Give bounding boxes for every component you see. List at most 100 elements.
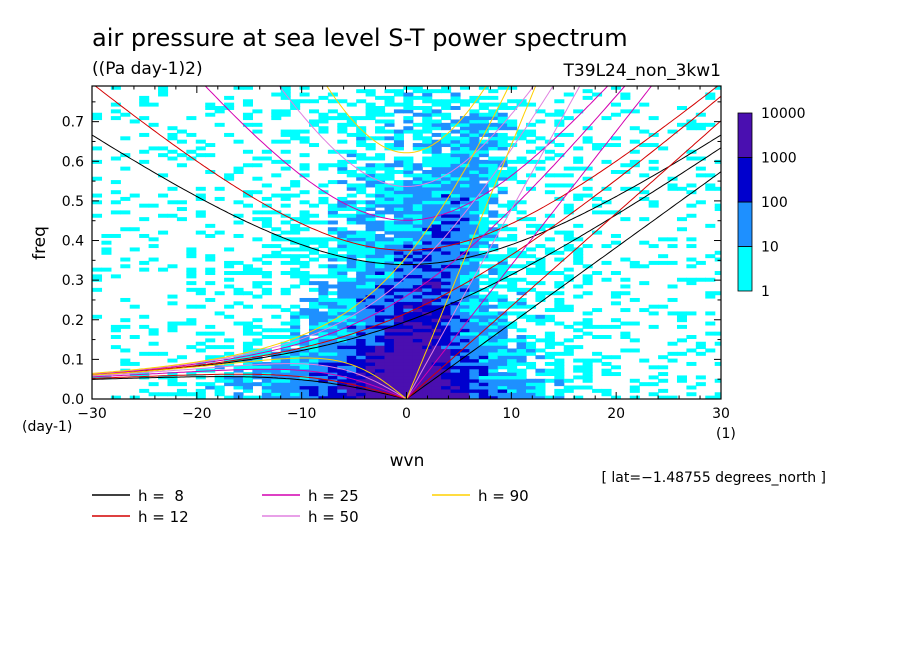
heatmap-cell bbox=[450, 378, 461, 383]
heatmap-cell bbox=[441, 86, 452, 90]
heatmap-cell bbox=[327, 308, 338, 313]
heatmap-cell bbox=[205, 143, 216, 148]
heatmap-cell bbox=[384, 271, 395, 275]
heatmap-cell bbox=[469, 132, 480, 137]
heatmap-cell bbox=[393, 146, 404, 151]
heatmap-cell bbox=[497, 375, 508, 380]
heatmap-cell bbox=[337, 291, 348, 296]
heatmap-cell bbox=[393, 132, 404, 137]
heatmap-cell bbox=[459, 382, 470, 387]
heatmap-cell bbox=[667, 237, 678, 242]
heatmap-cell bbox=[478, 254, 489, 259]
heatmap-cell bbox=[290, 217, 301, 222]
heatmap-cell bbox=[431, 122, 442, 127]
heatmap-cell bbox=[242, 163, 253, 168]
heatmap-cell bbox=[554, 230, 565, 235]
heatmap-cell bbox=[412, 308, 423, 313]
heatmap-cell bbox=[280, 348, 291, 353]
heatmap-cell bbox=[507, 351, 518, 356]
heatmap-cell bbox=[412, 395, 423, 399]
heatmap-cell bbox=[393, 375, 404, 380]
spectrum-heatmap bbox=[92, 86, 721, 399]
heatmap-cell bbox=[167, 136, 178, 141]
heatmap-cell bbox=[271, 351, 282, 356]
heatmap-cell bbox=[337, 207, 348, 212]
heatmap-cell bbox=[346, 314, 357, 319]
heatmap-cell bbox=[375, 233, 386, 238]
heatmap-cell bbox=[280, 112, 291, 117]
heatmap-cell bbox=[563, 378, 574, 383]
heatmap-cell bbox=[516, 159, 527, 164]
heatmap-cell bbox=[280, 95, 291, 100]
heatmap-cell bbox=[488, 372, 499, 377]
heatmap-cell bbox=[375, 237, 386, 242]
heatmap-cell bbox=[507, 365, 518, 370]
heatmap-cell bbox=[224, 382, 235, 387]
heatmap-cell bbox=[459, 196, 470, 201]
heatmap-cell bbox=[497, 102, 508, 107]
heatmap-cell bbox=[393, 129, 404, 134]
heatmap-cell bbox=[356, 176, 367, 181]
heatmap-cell bbox=[601, 392, 612, 397]
heatmap-cell bbox=[375, 257, 386, 262]
heatmap-cell bbox=[431, 186, 442, 191]
heatmap-cell bbox=[601, 200, 612, 205]
heatmap-cell bbox=[375, 106, 386, 110]
heatmap-cell bbox=[129, 304, 140, 309]
heatmap-cell bbox=[441, 217, 452, 222]
heatmap-cell bbox=[431, 297, 442, 302]
heatmap-cell bbox=[393, 287, 404, 292]
heatmap-cell bbox=[252, 210, 263, 215]
heatmap-cell bbox=[271, 237, 282, 242]
heatmap-cell bbox=[233, 213, 244, 218]
heatmap-cell bbox=[280, 271, 291, 275]
heatmap-cell bbox=[384, 378, 395, 383]
heatmap-cell bbox=[224, 95, 235, 100]
heatmap-cell bbox=[261, 372, 272, 377]
heatmap-cell bbox=[516, 156, 527, 161]
heatmap-cell bbox=[573, 345, 584, 350]
heatmap-cell bbox=[242, 203, 253, 208]
heatmap-cell bbox=[507, 86, 518, 90]
heatmap-cell bbox=[403, 294, 414, 299]
heatmap-cell bbox=[299, 213, 310, 218]
heatmap-cell bbox=[431, 230, 442, 235]
heatmap-cell bbox=[526, 159, 537, 164]
heatmap-cell bbox=[441, 136, 452, 141]
heatmap-cell bbox=[365, 146, 376, 151]
heatmap-cell bbox=[242, 375, 253, 380]
heatmap-cell bbox=[290, 392, 301, 397]
heatmap-cell bbox=[705, 183, 716, 188]
heatmap-cell bbox=[544, 355, 555, 360]
heatmap-cell bbox=[365, 382, 376, 387]
heatmap-cell bbox=[667, 129, 678, 134]
heatmap-cell bbox=[441, 291, 452, 296]
heatmap-cell bbox=[327, 99, 338, 104]
heatmap-cell bbox=[337, 395, 348, 399]
heatmap-cell bbox=[346, 200, 357, 205]
heatmap-cell bbox=[563, 348, 574, 353]
heatmap-cell bbox=[356, 348, 367, 353]
heatmap-cell bbox=[176, 129, 187, 134]
heatmap-cell bbox=[412, 233, 423, 238]
kelvin-curve-h8 bbox=[406, 171, 721, 399]
heatmap-cell bbox=[205, 257, 216, 262]
heatmap-cell bbox=[431, 196, 442, 201]
heatmap-cell bbox=[497, 338, 508, 343]
heatmap-cell bbox=[233, 233, 244, 238]
heatmap-cell bbox=[507, 126, 518, 131]
heatmap-cell bbox=[403, 227, 414, 232]
heatmap-cell bbox=[365, 247, 376, 252]
heatmap-cell bbox=[412, 294, 423, 299]
heatmap-cell bbox=[365, 271, 376, 275]
heatmap-cell bbox=[309, 341, 320, 346]
heatmap-cell bbox=[526, 361, 537, 366]
heatmap-cell bbox=[290, 328, 301, 333]
heatmap-cell bbox=[544, 341, 555, 346]
heatmap-cell bbox=[261, 388, 272, 393]
heatmap-cell bbox=[280, 86, 291, 90]
heatmap-cell bbox=[393, 368, 404, 373]
heatmap-cell bbox=[252, 129, 263, 134]
x-tick-label: −10 bbox=[287, 406, 317, 422]
heatmap-cell bbox=[393, 244, 404, 249]
